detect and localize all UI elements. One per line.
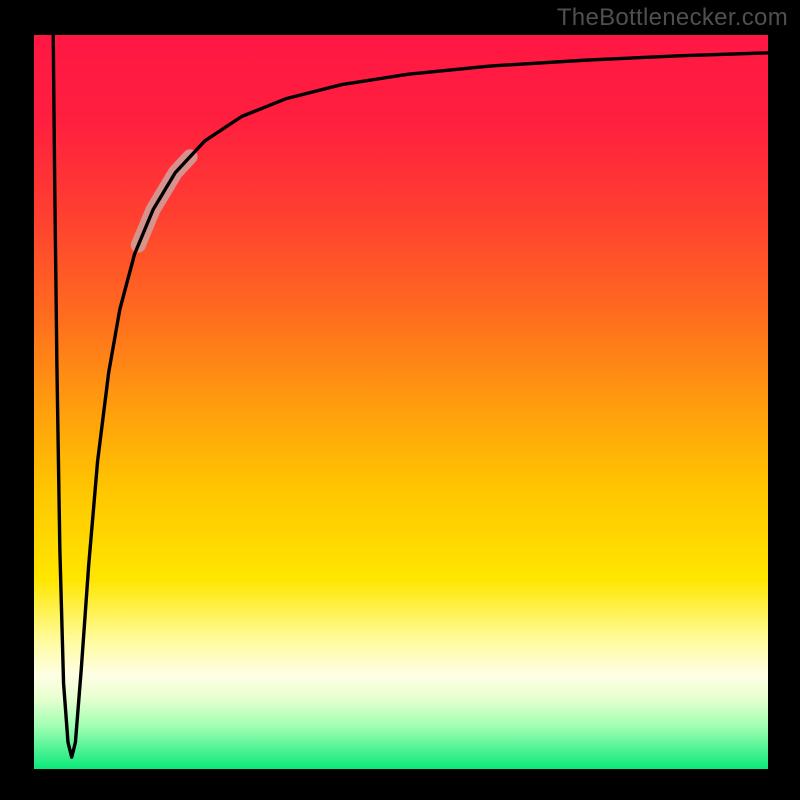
attribution-text: TheBottlenecker.com	[557, 4, 788, 32]
gradient-background	[31, 32, 771, 772]
chart-svg	[0, 0, 800, 800]
chart-container: TheBottlenecker.com	[0, 0, 800, 800]
plot-area	[0, 0, 800, 800]
